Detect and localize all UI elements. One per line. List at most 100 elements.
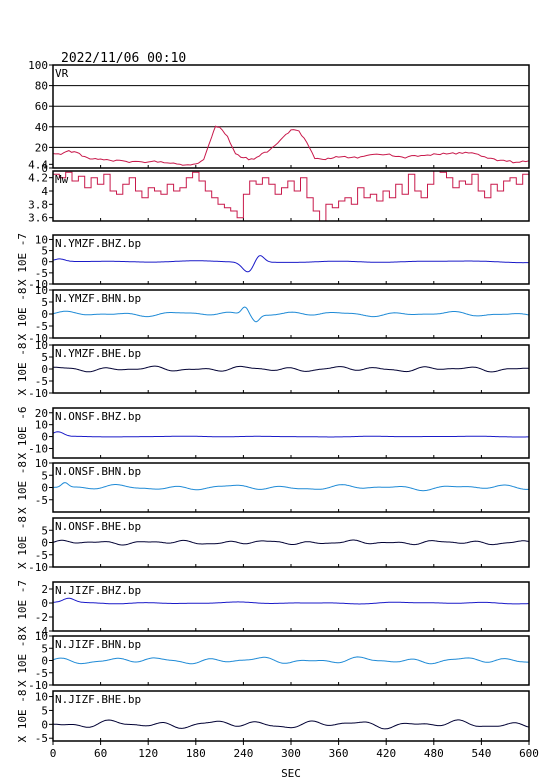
y-tick-label: 4.2 <box>28 172 48 185</box>
y-axis-label: X 10E -7 <box>16 233 29 286</box>
y-tick-label: -4 <box>35 625 49 638</box>
panel-label: N.YMZF.BHZ.bp <box>55 237 141 250</box>
y-tick-label: 5 <box>41 296 48 309</box>
y-tick-label: 10 <box>35 630 48 643</box>
panel-frame <box>52 64 530 169</box>
y-tick-label: 5 <box>41 704 48 717</box>
panel-label: N.ONSF.BHZ.bp <box>55 410 141 423</box>
panel-onsf-bhe: -10-505 N.ONSF.BHE.bp X 10E -8 <box>16 516 530 574</box>
y-tick-label: -5 <box>35 549 48 562</box>
series-line-mw <box>53 170 530 222</box>
series-line-ymzf-bhe <box>53 365 530 373</box>
y-tick-label: 100 <box>28 59 48 72</box>
x-tick-label: 480 <box>424 747 444 760</box>
y-tick-label: 10 <box>35 233 48 246</box>
panel-label: Mw <box>55 173 69 186</box>
y-tick-label: 20 <box>35 141 48 154</box>
y-tick-label: 0 <box>41 537 48 550</box>
y-tick-label: 10 <box>35 691 48 704</box>
y-tick-label: -10 <box>28 561 48 574</box>
series-line-onsf-bhz <box>52 431 529 438</box>
y-tick-label: 10 <box>35 339 48 352</box>
panel-label: N.YMZF.BHN.bp <box>55 292 141 305</box>
y-tick-label: -10 <box>28 332 48 345</box>
y-tick-label: 0 <box>41 308 48 321</box>
series-line-jizf-bhz <box>53 597 529 605</box>
panel-label: N.JIZF.BHN.bp <box>55 638 141 651</box>
y-axis-label: X 10E -8 <box>16 516 29 569</box>
series-line-jizf-bhn <box>52 656 530 665</box>
y-axis-label: X 10E -8 <box>16 343 29 396</box>
panel-frame <box>52 581 530 632</box>
y-tick-label: 0 <box>41 482 48 495</box>
panel-frame <box>52 234 530 285</box>
series-line-ymzf-bhz <box>52 255 529 273</box>
y-tick-label: 3.8 <box>28 198 48 211</box>
y-tick-label: -5 <box>35 732 48 745</box>
series-line-onsf-bhn <box>52 482 529 492</box>
y-tick-label: 2 <box>41 583 48 596</box>
y-tick-label: 10 <box>35 457 48 470</box>
series-line-vr <box>52 125 530 166</box>
y-tick-label: -10 <box>28 387 48 400</box>
y-tick-label: 40 <box>35 121 48 134</box>
series-line-jizf-bhe <box>52 719 530 730</box>
y-tick-label: 0 <box>41 718 48 731</box>
x-axis: 0 60 120 180 240 300 360 420 480 540 600 <box>50 741 539 760</box>
y-tick-label: 4 <box>41 185 48 198</box>
y-tick-label: -2 <box>35 611 48 624</box>
panel-label: N.JIZF.BHZ.bp <box>55 584 141 597</box>
y-tick-label: 20 <box>35 407 48 420</box>
y-tick-label: 5 <box>41 642 48 655</box>
y-tick-label: 5 <box>41 524 48 537</box>
x-tick-label: 300 <box>281 747 301 760</box>
y-tick-label: 80 <box>35 80 48 93</box>
panel-label: N.ONSF.BHN.bp <box>55 465 141 478</box>
x-tick-label: 540 <box>471 747 491 760</box>
panel-jizf-bhz: -4-202 N.JIZF.BHZ.bp X 10E -7 <box>16 580 530 638</box>
y-tick-label: 5 <box>41 245 48 258</box>
y-tick-label: 0 <box>41 256 48 269</box>
x-tick-label: 0 <box>50 747 57 760</box>
x-tick-label: 600 <box>519 747 539 760</box>
panel-vr: 0 20 40 60 80 100 VR <box>28 59 530 175</box>
panel-frame <box>52 170 530 222</box>
x-tick-label: 180 <box>186 747 206 760</box>
y-axis-label: X 10E -7 <box>16 580 29 633</box>
y-tick-label: -10 <box>28 278 48 291</box>
y-tick-label: 10 <box>35 419 48 432</box>
panel-frame <box>52 635 530 686</box>
y-axis-label: X 10E -8 <box>16 690 29 743</box>
y-tick-label: 0 <box>41 431 48 444</box>
panel-label: N.JIZF.BHE.bp <box>55 693 141 706</box>
x-tick-label: 120 <box>138 747 158 760</box>
y-axis-label: X 10E -8 <box>16 288 29 341</box>
panel-frame <box>52 517 530 568</box>
y-tick-label: -5 <box>35 667 48 680</box>
y-tick-label: -5 <box>35 494 48 507</box>
panel-frame <box>52 407 530 459</box>
y-tick-label: 0 <box>41 655 48 668</box>
panel-frame <box>52 289 530 339</box>
x-axis-label: SEC <box>281 767 301 780</box>
x-tick-label: 420 <box>376 747 396 760</box>
y-tick-label: 0 <box>41 363 48 376</box>
x-tick-label: 360 <box>329 747 349 760</box>
panel-mw: 3.63.844.24.4 Mw <box>28 158 530 225</box>
y-tick-label: 5 <box>41 469 48 482</box>
y-tick-label: 3.6 <box>28 212 48 225</box>
y-axis-label: X 10E -8 <box>16 461 29 514</box>
series-line-ymzf-bhn <box>52 306 530 323</box>
panel-frame <box>52 344 530 394</box>
y-tick-label: 0 <box>41 597 48 610</box>
panel-frame <box>52 462 530 513</box>
panel-label: VR <box>55 67 69 80</box>
y-axis-label: X 10E -6 <box>16 407 29 460</box>
